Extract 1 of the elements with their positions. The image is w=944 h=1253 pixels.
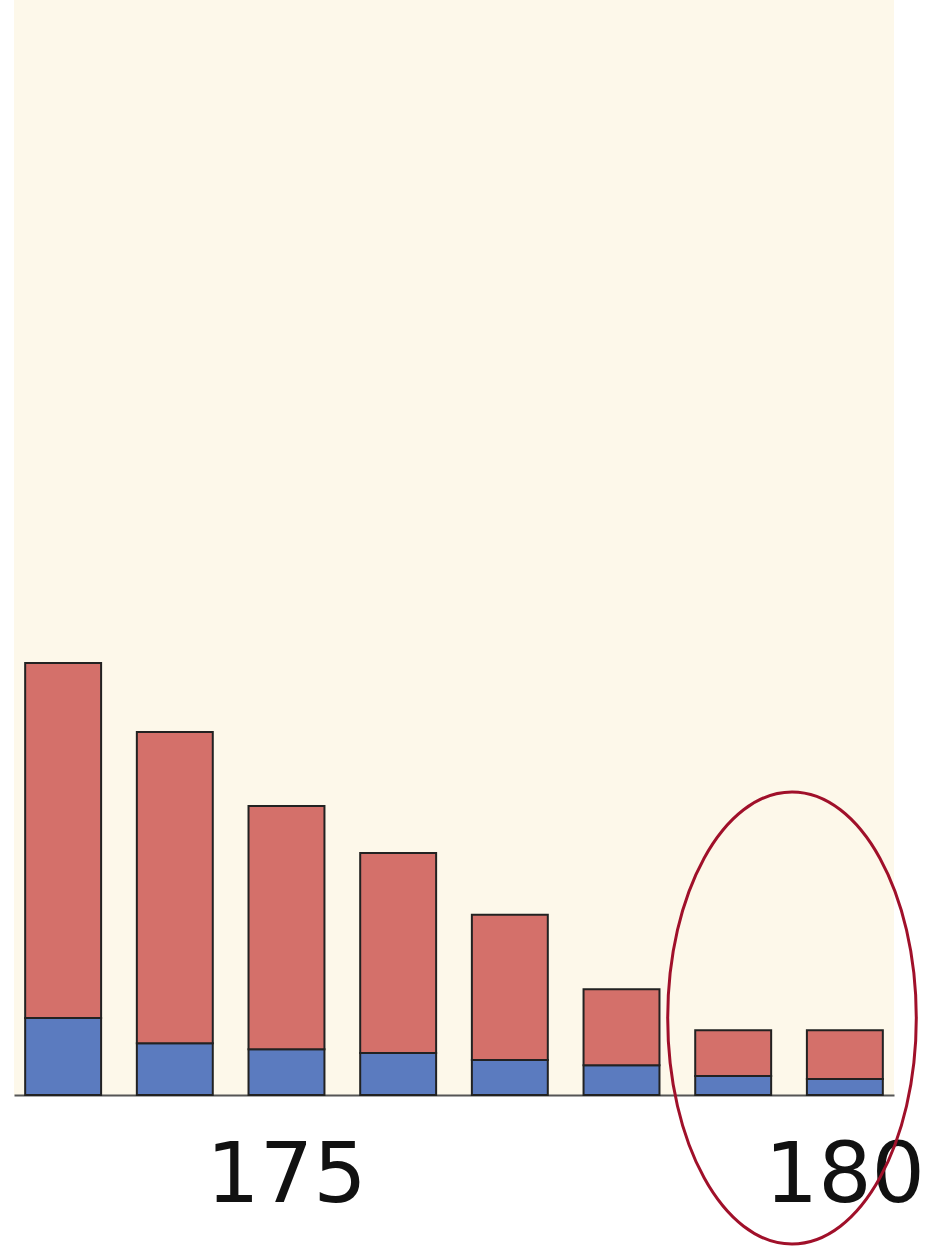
x-tick-label: 175 [206,1123,367,1222]
